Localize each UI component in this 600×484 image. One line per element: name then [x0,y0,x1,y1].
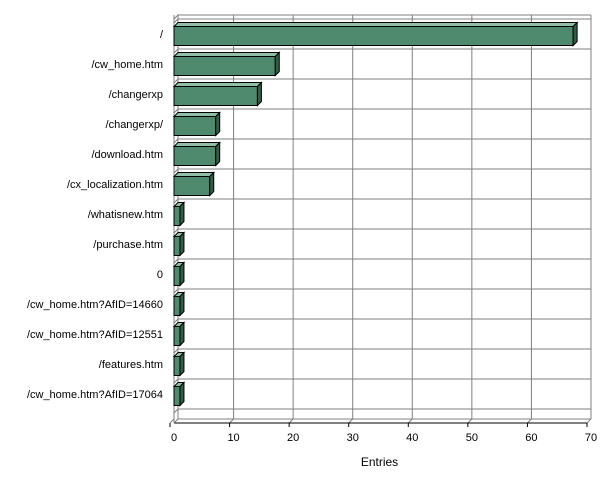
grid-line-vertical-depth [229,418,234,424]
bar [173,386,181,406]
grid-line-vertical-depth [527,418,532,424]
category-label: /features.htm [99,359,163,371]
x-tick-label: 60 [525,432,537,444]
x-tick-label: 50 [466,432,478,444]
bar-side [179,231,185,257]
bar [173,326,181,346]
grid-line-vertical-depth [348,418,354,424]
bar-top [172,52,281,57]
grid-line-horizontal-depth [173,408,179,414]
bar-side [179,321,185,347]
bar-top [172,22,579,27]
bar-top [172,142,221,147]
bars [172,21,579,407]
grid-line-horizontal-depth [173,108,179,114]
bar-side [179,201,185,227]
bar [173,86,258,106]
category-label: /cw_home.htm?AfID=17064 [27,389,163,401]
x-tick-label: 0 [171,432,177,444]
category-label: /cw_home.htm?AfID=12551 [27,329,163,341]
bar-side [256,81,262,107]
bar [173,236,181,256]
x-tick-label: 30 [347,432,359,444]
bar [173,116,217,136]
bar-top [172,112,221,117]
bar-side [215,141,221,167]
x-axis-title: Entries [361,455,398,469]
grid-line-vertical-depth [407,418,413,424]
category-label: /whatisnew.htm [88,209,163,221]
bar [173,356,181,376]
grid-line-horizontal-depth [173,48,179,54]
bar-top [172,172,215,177]
grid-line-horizontal-depth [173,78,179,84]
bar [173,26,574,46]
category-label: / [160,29,164,41]
category-label: /cw_home.htm?AfID=14660 [27,299,163,311]
grid-line-horizontal-depth [173,348,179,354]
grid-line-horizontal-depth [173,228,179,234]
grid-line-horizontal-depth [173,378,179,384]
bar [173,206,181,226]
x-tick-label: 10 [227,432,239,444]
category-label: /cx_localization.htm [67,179,163,191]
x-tick-label: 70 [585,432,597,444]
grid-line-vertical-depth [467,418,473,424]
grid-line-horizontal-depth [173,318,179,324]
grid-line-vertical-depth [586,418,592,424]
category-label: /changerxp/ [106,119,164,131]
grid-line-horizontal-depth [173,168,179,174]
bar [173,176,211,196]
category-labels: / /cw_home.htm/changerxp/changerxp/ /downl… [27,29,164,401]
category-label: /cw_home.htm [91,59,163,71]
bar [173,146,217,166]
grid-line-vertical-depth [169,418,175,424]
grid-line-horizontal-depth [173,288,179,294]
x-tick-label: 40 [406,432,418,444]
bar-side [179,381,185,407]
category-label: /download.htm [91,149,163,161]
grid-line-vertical-depth [288,418,294,424]
bar [173,296,181,316]
bar-side [572,21,578,47]
bar [173,266,181,286]
grid-line-horizontal-depth [173,138,179,144]
x-tick-labels: 0 10 20 30 40 50 60 70 [171,432,597,444]
grid-line-horizontal-depth [173,198,179,204]
x-tick-label: 20 [287,432,299,444]
category-label: /purchase.htm [93,239,163,251]
bar-side [215,111,221,137]
bar-side [179,351,185,377]
grid-lines [169,14,592,427]
bar-side [274,51,280,77]
grid-line-horizontal-depth [173,258,179,264]
category-label: /changerxp [109,89,163,101]
bar-top [172,82,263,87]
bar-side [179,261,185,287]
category-label: 0 [157,269,163,281]
bar [173,56,276,76]
grid-line-horizontal-depth [173,18,179,24]
bar-side [179,291,185,317]
bar-side [209,171,215,197]
